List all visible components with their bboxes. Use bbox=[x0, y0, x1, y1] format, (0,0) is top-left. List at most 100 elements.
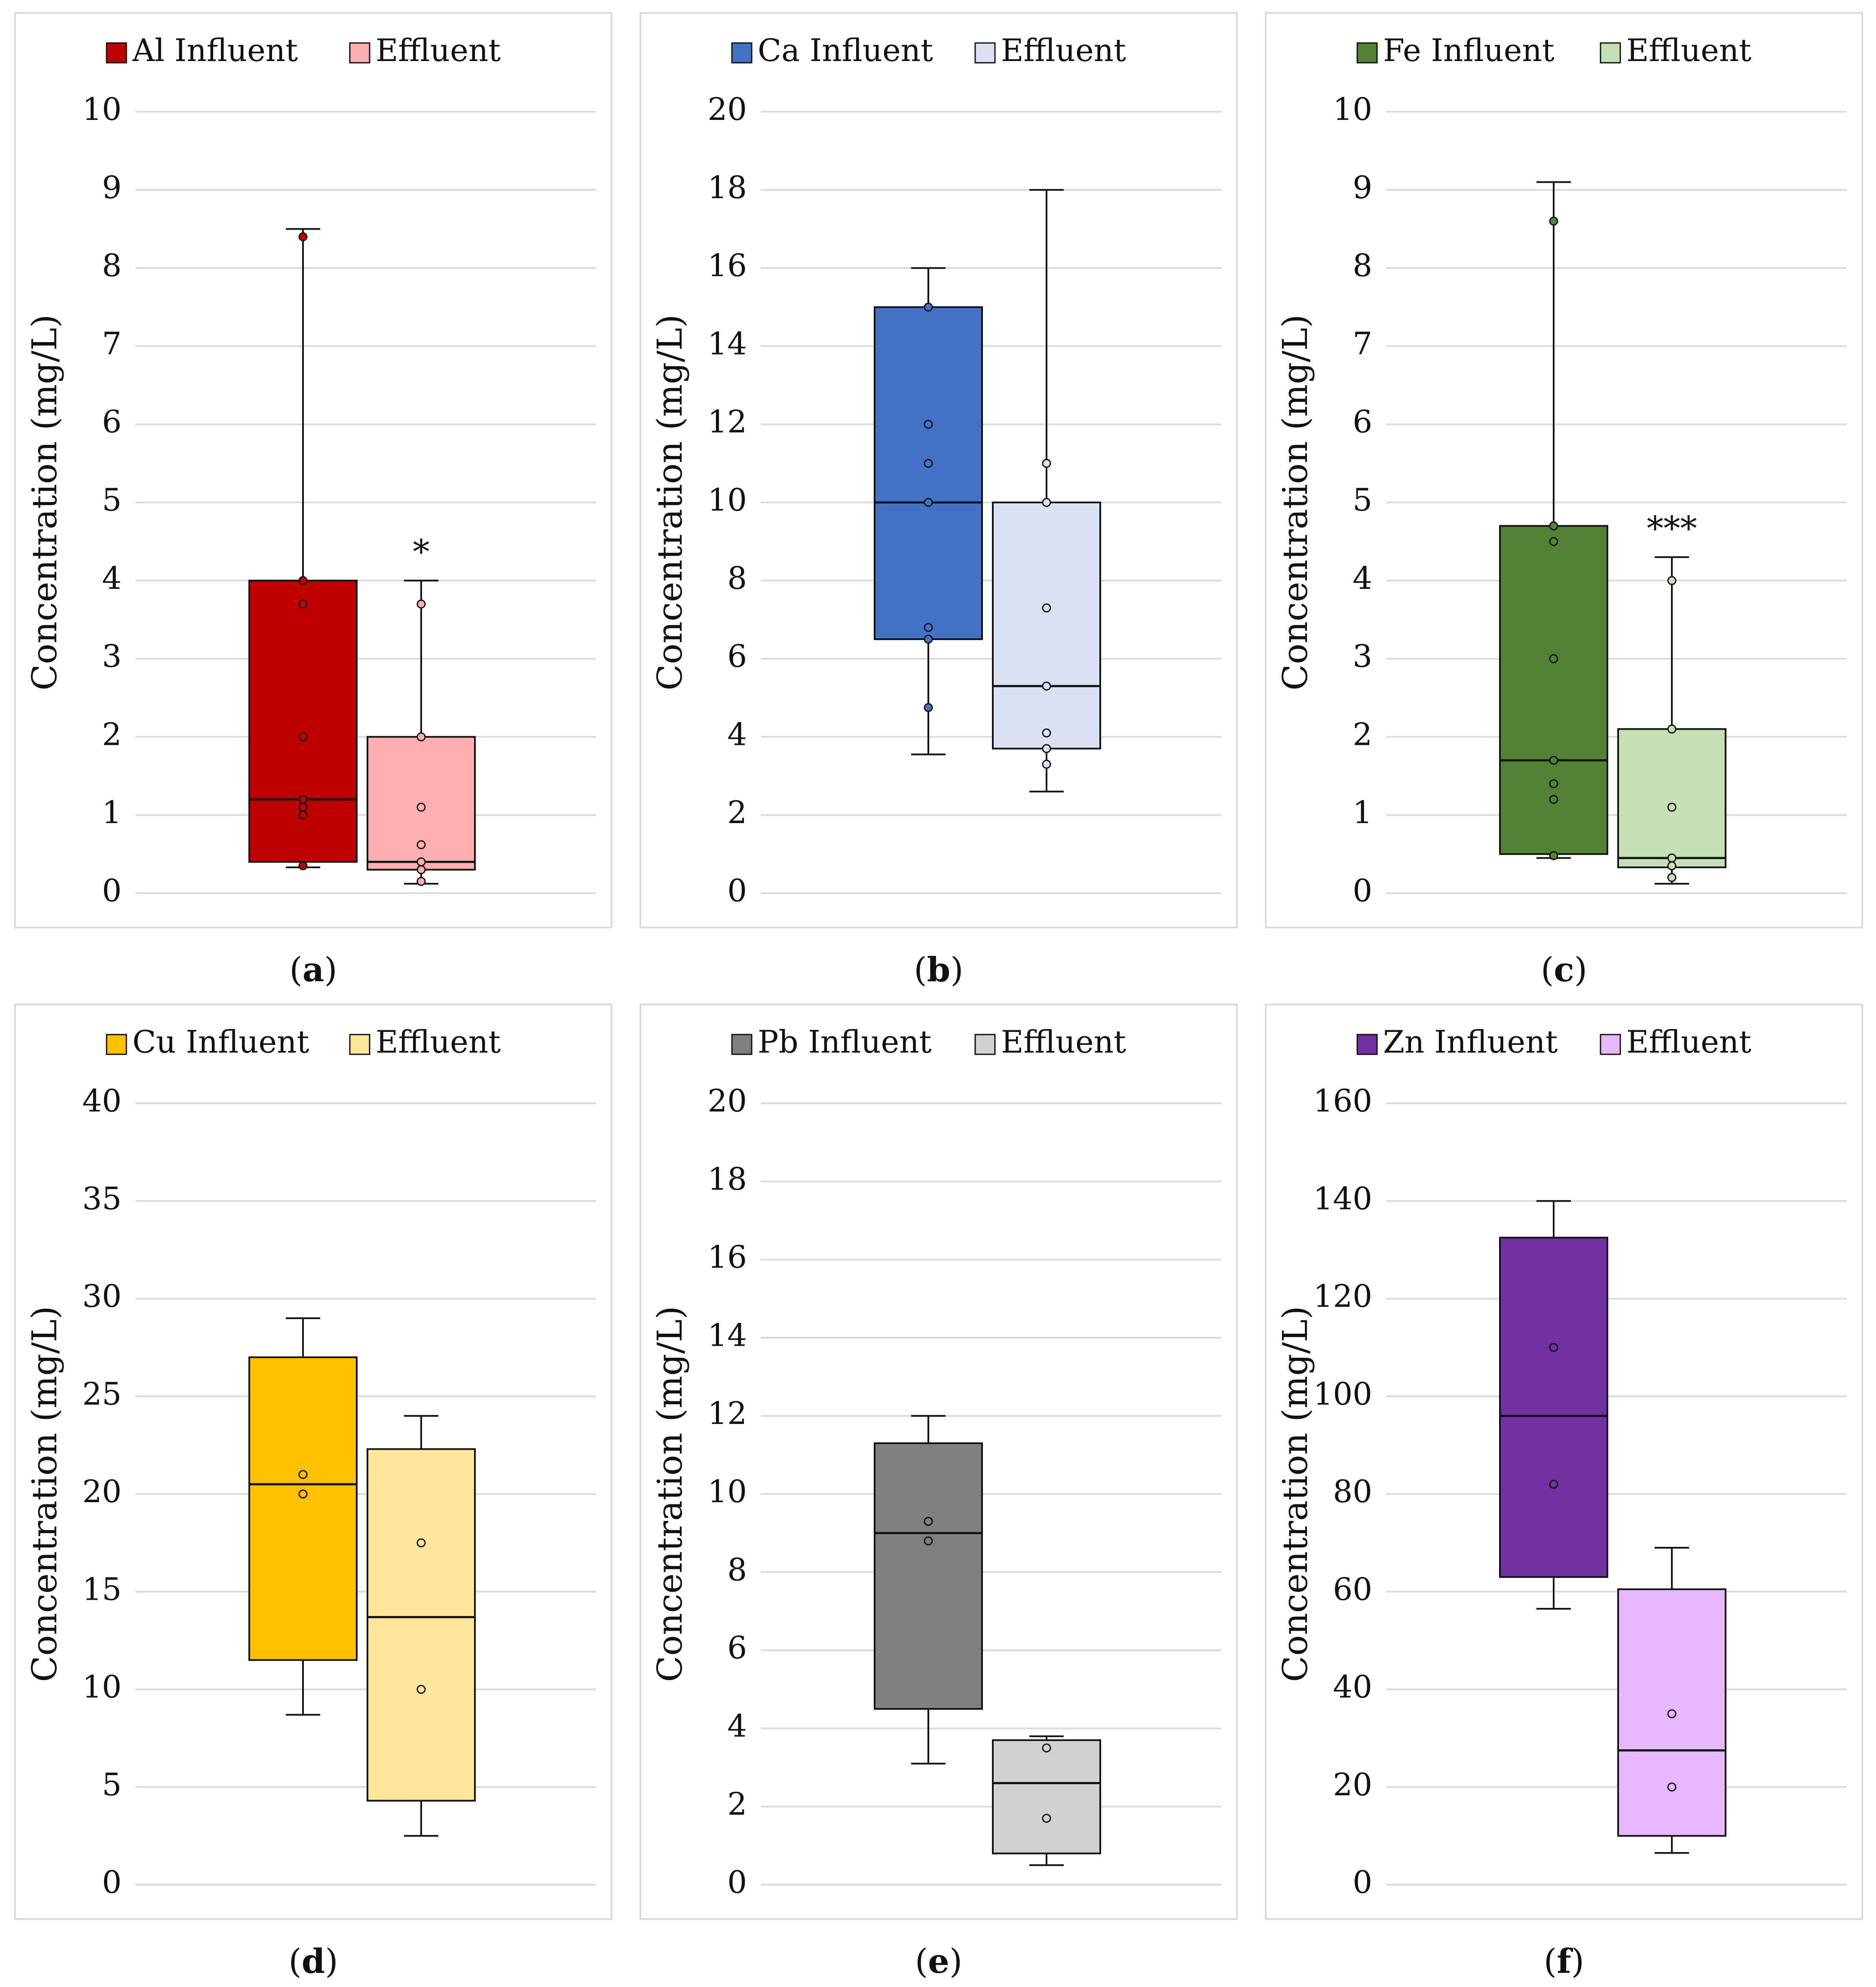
significance-annotation: * bbox=[413, 533, 430, 572]
y-tick-label: 5 bbox=[102, 482, 122, 518]
y-tick-label: 6 bbox=[102, 404, 122, 440]
data-point bbox=[1042, 681, 1051, 691]
box-influent bbox=[248, 228, 358, 870]
data-point bbox=[924, 419, 933, 429]
legend-label-influent: Al Influent bbox=[132, 32, 298, 68]
legend-label-influent: Ca Influent bbox=[758, 32, 933, 68]
data-point bbox=[1549, 1343, 1558, 1352]
data-point bbox=[924, 703, 933, 712]
data-point bbox=[416, 802, 426, 812]
y-tick-label: 2 bbox=[727, 1786, 747, 1822]
y-axis-label: Concentration (mg/L) bbox=[650, 314, 690, 690]
y-tick-label: 4 bbox=[727, 1708, 747, 1744]
y-tick-label: 100 bbox=[1313, 1376, 1372, 1412]
data-point bbox=[416, 877, 426, 886]
box-iqr bbox=[992, 1739, 1101, 1855]
y-tick-label: 0 bbox=[102, 873, 122, 909]
y-tick-label: 10 bbox=[707, 1473, 747, 1509]
y-tick-label: 8 bbox=[727, 1552, 747, 1588]
y-tick-label: 6 bbox=[727, 638, 747, 674]
y-tick-label: 16 bbox=[707, 248, 747, 284]
data-point bbox=[416, 1538, 426, 1548]
box-effluent bbox=[367, 1415, 476, 1837]
legend-swatch-influent bbox=[1356, 1034, 1378, 1055]
y-tick-label: 0 bbox=[727, 1864, 747, 1900]
chart-panel-c: 0 1 2 3 4 5 6 7 8 9 10 Concentration (mg/L) Fe Influ… bbox=[1265, 12, 1863, 989]
y-tick-label: 10 bbox=[707, 482, 747, 518]
significance-annotation: *** bbox=[1647, 509, 1697, 548]
y-tick-label: 7 bbox=[102, 325, 122, 361]
data-point bbox=[1549, 795, 1558, 804]
chart-panel-f: 0 20 40 60 80 100 120 140 160 Concentration (mg/L… bbox=[1265, 1004, 1863, 1981]
data-point bbox=[1042, 459, 1051, 468]
legend-label-influent: Pb Influent bbox=[758, 1024, 932, 1060]
y-tick-label: 4 bbox=[102, 560, 122, 596]
y-tick-label: 14 bbox=[707, 1317, 747, 1353]
y-tick-label: 30 bbox=[82, 1278, 122, 1314]
panel-caption: (e) bbox=[915, 1942, 963, 1981]
legend-label-effluent: Effluent bbox=[376, 1024, 501, 1060]
data-point bbox=[1042, 1743, 1051, 1753]
box-iqr bbox=[248, 1356, 358, 1661]
box-influent bbox=[874, 267, 983, 756]
y-tick-label: 3 bbox=[102, 638, 122, 674]
y-tick-label: 12 bbox=[707, 404, 747, 440]
panel-caption: (b) bbox=[914, 950, 963, 989]
y-tick-label: 8 bbox=[1353, 248, 1372, 284]
data-point bbox=[1549, 756, 1558, 765]
box-iqr bbox=[874, 306, 983, 640]
y-tick-label: 5 bbox=[1353, 482, 1372, 518]
y-tick-label: 140 bbox=[1313, 1180, 1372, 1216]
data-point bbox=[298, 576, 308, 585]
data-point bbox=[924, 634, 933, 644]
data-point bbox=[1042, 1813, 1051, 1823]
y-tick-label: 9 bbox=[102, 169, 122, 205]
box-effluent bbox=[992, 1735, 1101, 1866]
box-iqr bbox=[248, 579, 358, 863]
data-point bbox=[924, 498, 933, 507]
data-point bbox=[1042, 728, 1051, 738]
data-point bbox=[298, 861, 308, 870]
data-point bbox=[1549, 537, 1558, 546]
y-tick-label: 6 bbox=[1353, 404, 1372, 440]
box-iqr bbox=[874, 1442, 983, 1710]
box-iqr bbox=[992, 502, 1101, 750]
data-point bbox=[1042, 759, 1051, 769]
y-tick-label: 0 bbox=[1353, 873, 1372, 909]
legend-swatch-influent bbox=[731, 42, 753, 64]
y-tick-label: 1 bbox=[102, 794, 122, 830]
panel-caption: (d) bbox=[288, 1942, 338, 1981]
y-axis-label: Concentration (mg/L) bbox=[24, 314, 64, 690]
y-tick-label: 35 bbox=[82, 1180, 122, 1216]
legend-swatch-effluent bbox=[349, 1034, 370, 1055]
chart-panel-a: 0 1 2 3 4 5 6 7 8 9 10 Concentration (mg/L) Al Influ… bbox=[14, 12, 612, 989]
y-tick-label: 10 bbox=[1333, 91, 1372, 127]
data-point bbox=[1667, 1782, 1677, 1792]
y-tick-label: 10 bbox=[82, 1669, 122, 1705]
legend-label-effluent: Effluent bbox=[1001, 1024, 1126, 1060]
y-tick-label: 25 bbox=[82, 1376, 122, 1412]
box-effluent bbox=[992, 189, 1101, 793]
y-tick-label: 0 bbox=[1353, 1864, 1372, 1900]
y-tick-label: 40 bbox=[1333, 1669, 1372, 1705]
chart-panel-e: 0 2 4 6 8 10 12 14 16 18 20 Concentration (mg/L) Pb … bbox=[640, 1004, 1238, 1981]
legend-swatch-effluent bbox=[1600, 1034, 1621, 1055]
y-tick-label: 40 bbox=[82, 1083, 122, 1119]
y-axis-label: Concentration (mg/L) bbox=[24, 1306, 64, 1682]
y-tick-label: 18 bbox=[707, 169, 747, 205]
box-influent bbox=[248, 1317, 358, 1716]
box-influent bbox=[874, 1415, 983, 1765]
legend-swatch-influent bbox=[1356, 42, 1378, 64]
data-point bbox=[1549, 1479, 1558, 1489]
legend-swatch-effluent bbox=[974, 42, 996, 64]
y-tick-label: 18 bbox=[707, 1161, 747, 1197]
data-point bbox=[1549, 779, 1558, 788]
data-point bbox=[924, 459, 933, 468]
data-point bbox=[924, 623, 933, 632]
data-point bbox=[1549, 851, 1558, 860]
box-influent bbox=[1499, 181, 1608, 860]
box-effluent bbox=[367, 579, 476, 886]
legend-swatch-influent bbox=[731, 1034, 753, 1055]
box-iqr bbox=[1499, 1237, 1608, 1578]
